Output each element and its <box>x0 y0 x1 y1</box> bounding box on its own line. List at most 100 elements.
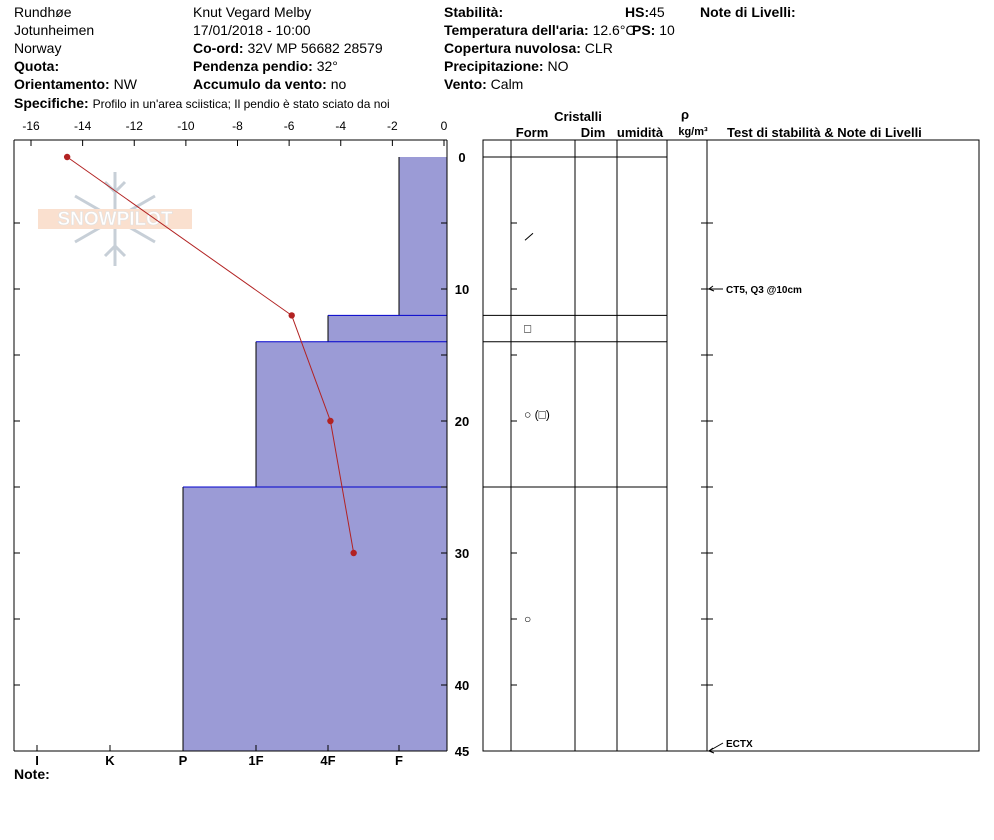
temperature-point-2 <box>327 417 334 425</box>
slope-row: Pendenza pendio: 32° <box>193 58 338 74</box>
snowpilot-logo: SNOWPILOT <box>38 172 192 266</box>
mountain-range: Jotunheimen <box>14 22 95 38</box>
temp-tick-label-0: -16 <box>22 119 40 133</box>
temp-tick-label-2: -12 <box>126 119 144 133</box>
crystal-form-3: ○ <box>524 612 531 626</box>
sky-row: Copertura nuvolosa: CLR <box>444 40 613 56</box>
country: Norway <box>14 40 62 56</box>
wind-loading-label: Accumulo da vento: <box>193 76 327 92</box>
specifics-value: Profilo in un'area sciistica; Il pendio … <box>92 97 390 111</box>
hardness-axis: I K P 1F 4F F <box>35 745 403 768</box>
hardness-label-P: P <box>179 753 188 768</box>
air-temp-value: 12.6°C <box>592 22 636 38</box>
hs-row: HS:45 <box>625 4 665 20</box>
depth-tick-label-5: 45 <box>455 744 469 759</box>
observation-datetime: 17/01/2018 - 10:00 <box>193 22 311 38</box>
coord-value: 32V MP 56682 28579 <box>247 40 383 56</box>
stability-test-arrowhead-1 <box>707 747 715 754</box>
temp-tick-label-7: -2 <box>387 119 398 133</box>
table-depth-ticks <box>511 222 713 686</box>
temp-tick-label-3: -10 <box>177 119 195 133</box>
temp-tick-label-8: 0 <box>441 119 448 133</box>
crystal-form-2: ○ (□) <box>524 407 550 421</box>
moisture-header: umidità <box>617 125 664 140</box>
form-header: Form <box>516 125 549 140</box>
wind-loading-value: no <box>330 76 347 92</box>
crystal-form-0 <box>524 232 534 241</box>
slope-label: Pendenza pendio: <box>193 58 313 74</box>
location-name: Rundhøe <box>14 4 72 20</box>
hardness-layers <box>182 157 447 751</box>
hardness-layer-0 <box>399 157 447 316</box>
precip-label: Precipitazione: <box>444 58 544 74</box>
sky-label: Copertura nuvolosa: <box>444 40 581 56</box>
temp-tick-label-4: -8 <box>232 119 243 133</box>
ps-label: PS: <box>632 22 656 38</box>
stability-test-1: ECTX <box>726 739 753 750</box>
specifics-label: Specifiche: <box>14 95 89 111</box>
hardness-label-K: K <box>105 753 115 768</box>
hardness-label-F: F <box>395 753 403 768</box>
stability-label: Stabilità: <box>444 4 504 20</box>
tests-header: Test di stabilità & Note di Livelli <box>727 125 922 140</box>
logo-text: SNOWPILOT <box>57 209 172 230</box>
temperature-profile <box>63 153 357 557</box>
coord-label: Co-ord: <box>193 40 244 56</box>
elevation-label: Quota: <box>14 58 60 74</box>
temperature-point-1 <box>288 312 295 319</box>
size-header: Dim <box>581 125 606 140</box>
depth-tick-label-0: 0 <box>458 150 465 165</box>
crystal-forms: □ ○ (□) ○ <box>524 232 550 626</box>
wind-label: Vento: <box>444 76 487 92</box>
stability-test-arrowhead-0 <box>707 285 715 292</box>
hardness-label-4F: 4F <box>320 753 335 768</box>
observer-name: Knut Vegard Melby <box>193 4 312 20</box>
layer-table-frame <box>482 139 980 752</box>
density-unit-header: kg/m³ <box>678 126 708 138</box>
wind-value: Calm <box>490 76 524 92</box>
depth-axis: 0 10 20 30 40 45 <box>14 150 469 759</box>
depth-tick-label-2: 20 <box>455 414 469 429</box>
notes-label: Note: <box>14 766 50 782</box>
hardness-layer-1 <box>328 315 447 342</box>
temp-tick-label-5: -6 <box>284 119 295 133</box>
aspect-label: Orientamento: <box>14 76 110 92</box>
wind-loading-row: Accumulo da vento: no <box>193 76 346 92</box>
hardness-layer-2 <box>256 341 447 487</box>
hardness-layer-3 <box>183 487 447 751</box>
ps-value: 10 <box>659 22 675 38</box>
temp-tick-label-1: -14 <box>74 119 92 133</box>
specifics-row: Specifiche: Profilo in un'area sciistica… <box>14 95 390 112</box>
depth-tick-label-1: 10 <box>455 282 469 297</box>
crystals-header: Cristalli <box>554 109 602 124</box>
sky-value: CLR <box>584 40 613 56</box>
air-temp-label: Temperatura dell'aria: <box>444 22 589 38</box>
temperature-axis: -16 -14 -12 -10 -8 -6 -4 -2 0 <box>22 119 448 146</box>
stability-test-0: CT5, Q3 @10cm <box>726 285 802 296</box>
stability-tests: CT5, Q3 @10cm ECTX <box>707 285 802 754</box>
temperature-point-3 <box>350 549 357 557</box>
hs-value: 45 <box>649 4 665 20</box>
slope-value: 32° <box>316 58 338 74</box>
hardness-label-1F: 1F <box>248 753 263 768</box>
aspect-value: NW <box>113 76 137 92</box>
temperature-line <box>66 156 355 554</box>
depth-tick-label-4: 40 <box>455 678 469 693</box>
logo-band <box>38 209 192 229</box>
temperature-point-0 <box>63 153 71 161</box>
layer-notes-label: Note di Livelli: <box>700 4 796 20</box>
depth-tick-label-3: 30 <box>455 546 469 561</box>
rho-header: ρ <box>681 107 689 122</box>
precip-value: NO <box>547 58 569 74</box>
coord-row: Co-ord: 32V MP 56682 28579 <box>193 40 383 56</box>
precip-row: Precipitazione: NO <box>444 58 568 74</box>
temp-tick-label-6: -4 <box>335 119 346 133</box>
ps-row: PS: 10 <box>632 22 675 38</box>
crystal-form-1: □ <box>524 322 531 336</box>
hardness-label-I: I <box>35 753 39 768</box>
hs-label: HS: <box>625 4 650 20</box>
wind-row: Vento: Calm <box>444 76 523 92</box>
air-temp-row: Temperatura dell'aria: 12.6°C <box>444 22 636 38</box>
aspect-row: Orientamento: NW <box>14 76 137 92</box>
